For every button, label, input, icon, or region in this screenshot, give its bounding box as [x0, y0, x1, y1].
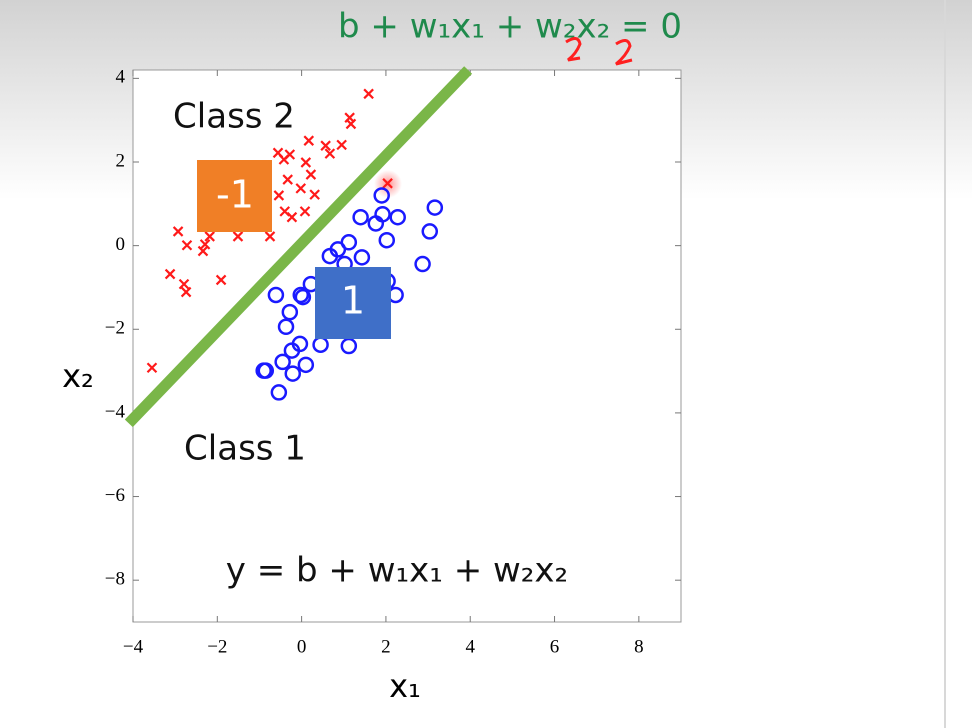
chart-title: b + w₁x₁ + w₂x₂ = 0 — [338, 7, 682, 47]
circle-point — [281, 303, 299, 321]
circle-point — [426, 199, 444, 216]
y-tick-label: 0 — [116, 234, 126, 255]
cross-point — [363, 88, 374, 100]
x-tick-label: 2 — [381, 636, 391, 657]
circle-point — [373, 187, 390, 204]
x-tick-label: 8 — [634, 636, 644, 657]
cross-point — [181, 239, 193, 251]
cross-point — [345, 118, 357, 130]
cross-point — [197, 245, 209, 257]
cross-point — [172, 226, 184, 237]
circle-point — [352, 208, 369, 226]
cross-point — [232, 231, 244, 242]
y-tick-label: −6 — [105, 485, 125, 506]
x-axis-label: x₁ — [389, 667, 421, 705]
cross-point — [336, 139, 347, 151]
cross-point — [309, 189, 320, 200]
cross-point — [273, 190, 285, 201]
x-tick-label: 0 — [297, 636, 307, 657]
annotation: Class 2 — [173, 97, 295, 137]
cross-point — [305, 169, 317, 180]
annotation: Class 1 — [184, 429, 306, 469]
cross-point — [300, 157, 312, 168]
cross-point — [264, 231, 276, 242]
cross-point — [286, 211, 298, 223]
circle-point — [294, 288, 312, 306]
cross-point — [282, 174, 293, 185]
circle-point — [389, 208, 406, 226]
circle-point — [353, 249, 371, 266]
y-axis-label: x₂ — [62, 357, 94, 395]
y-tick-label: 4 — [116, 67, 126, 88]
x-tick-label: 6 — [550, 636, 560, 657]
circle-point — [277, 318, 295, 336]
circle-point — [321, 247, 339, 265]
y-tick-label: 2 — [116, 150, 126, 171]
circle-point — [297, 356, 315, 374]
circle-point — [414, 255, 431, 273]
cross-point — [324, 148, 336, 159]
circle-point — [255, 362, 272, 379]
circle-point — [421, 223, 439, 240]
x-tick-label: −4 — [123, 636, 144, 657]
cross-point — [215, 274, 227, 286]
x-tick-label: −2 — [207, 636, 227, 657]
cross-point — [295, 183, 307, 194]
cross-point — [299, 206, 311, 217]
y-tick-label: −4 — [105, 401, 126, 422]
y-tick-label: −2 — [105, 318, 125, 339]
circle-point — [283, 342, 301, 359]
cross-point — [303, 135, 315, 146]
cross-point — [178, 278, 190, 290]
circle-point — [367, 215, 385, 232]
handwriting — [565, 37, 633, 66]
circle-point — [270, 384, 288, 401]
cross-point — [164, 268, 176, 280]
cross-point — [278, 154, 290, 165]
plot-frame — [132, 69, 682, 623]
cross-point — [382, 178, 393, 189]
annotation: y = b + w₁x₁ + w₂x₂ — [226, 551, 568, 591]
x-tick-label: 4 — [465, 636, 475, 657]
annotation: -1 — [216, 173, 254, 217]
cross-point — [204, 231, 215, 242]
circle-point — [284, 365, 302, 382]
label-box — [197, 160, 272, 232]
decision-boundary — [124, 66, 473, 428]
circle-point — [274, 353, 291, 371]
cross-point — [320, 140, 331, 151]
circle-point — [292, 286, 310, 304]
circle-point — [378, 231, 396, 249]
cross-point — [146, 362, 158, 374]
annotation: 1 — [341, 279, 365, 323]
cross-point — [180, 286, 192, 298]
circle-point — [267, 286, 285, 304]
y-tick-label: −8 — [105, 569, 125, 590]
label-box — [315, 267, 391, 339]
